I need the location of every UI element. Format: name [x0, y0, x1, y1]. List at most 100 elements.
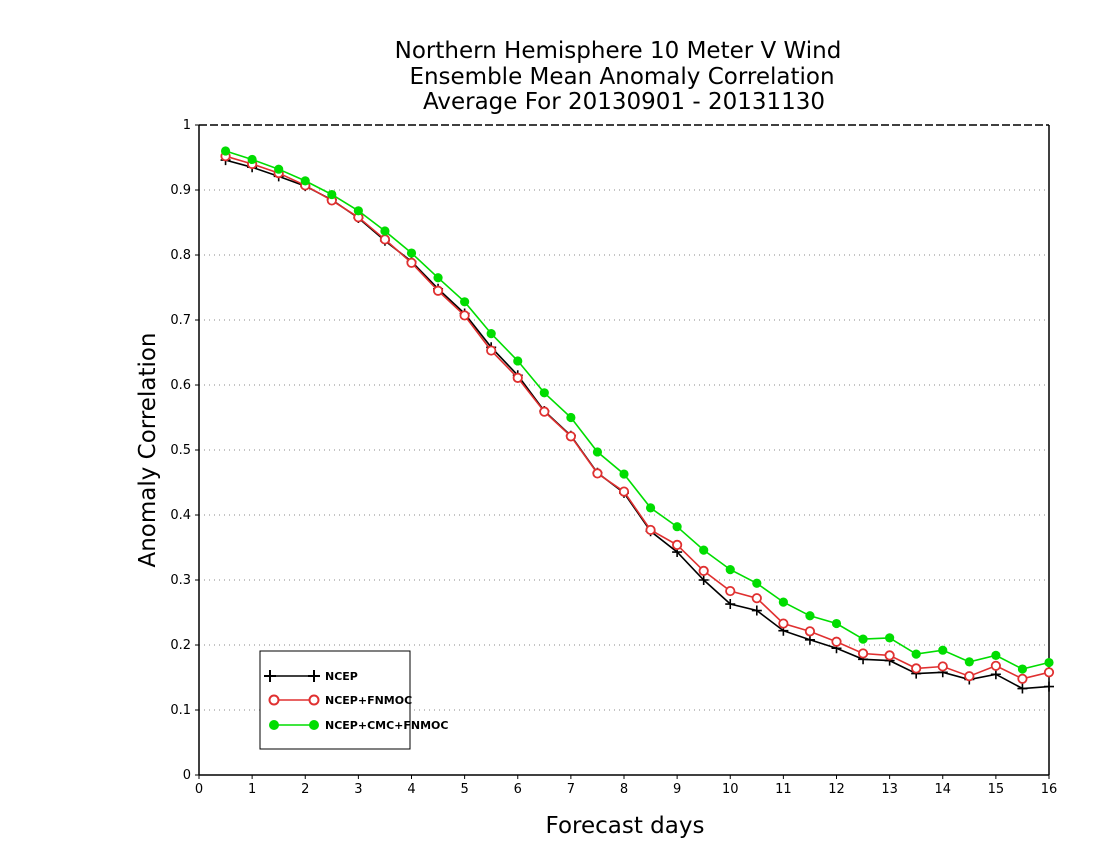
title-line-1: Northern Hemisphere 10 Meter V Wind: [395, 38, 842, 64]
data-point: [725, 565, 735, 575]
data-point: [327, 189, 337, 200]
data-point: [884, 650, 895, 661]
data-point: [1043, 667, 1055, 678]
legend-marker-ncep-cmc-fnmoc-1: [269, 720, 279, 730]
x-tick-label: 3: [354, 782, 362, 797]
legend-marker-ncep-fnmoc-2: [308, 694, 320, 706]
x-tick-label: 6: [514, 782, 522, 797]
data-point: [938, 645, 948, 655]
x-tick-label: 5: [460, 782, 468, 797]
data-point: [804, 634, 815, 645]
x-tick-label: 0: [195, 782, 203, 797]
data-point: [566, 412, 576, 423]
y-tick-label: 0.9: [170, 183, 191, 198]
data-point: [379, 234, 391, 245]
y-tick-label: 0.1: [170, 703, 191, 718]
y-axis-label: Anomaly Correlation: [135, 332, 161, 567]
legend-entry-ncep-fnmoc: NCEP+FNMOC: [268, 694, 412, 707]
data-point: [645, 524, 656, 536]
data-point: [778, 618, 789, 629]
chart-title: Northern Hemisphere 10 Meter V Wind Ense…: [395, 38, 842, 115]
title-line-2: Ensemble Mean Anomaly Correlation: [409, 64, 834, 90]
data-point: [619, 469, 629, 479]
data-point: [751, 605, 762, 616]
x-tick-label: 1: [248, 782, 256, 797]
data-point: [433, 273, 443, 283]
data-point: [406, 257, 417, 268]
series-3: [220, 146, 1054, 674]
x-tick-label: 14: [934, 782, 951, 797]
data-point: [698, 565, 709, 577]
series-line: [225, 155, 1050, 680]
data-point: [990, 660, 1001, 671]
x-tick-label: 9: [673, 782, 681, 797]
y-tick-label: 0: [183, 768, 191, 783]
data-point: [672, 539, 683, 551]
data-point: [406, 248, 417, 258]
data-point: [1044, 657, 1054, 668]
x-tick-label: 15: [988, 782, 1005, 797]
x-tick-label: 7: [567, 782, 575, 797]
data-point: [751, 593, 762, 604]
data-point: [858, 634, 868, 644]
y-tick-label: 0.5: [170, 443, 191, 458]
legend-entry-ncep-cmc-fnmoc: NCEP+CMC+FNMOC: [269, 719, 448, 732]
data-point: [353, 206, 363, 216]
data-point: [725, 585, 736, 597]
series-group: [220, 146, 1055, 694]
data-point: [513, 356, 523, 366]
data-point: [592, 447, 603, 457]
y-tick-label: 0.7: [170, 313, 191, 328]
x-tick-label: 4: [407, 782, 415, 797]
data-point: [964, 671, 975, 682]
y-tick-label: 0.3: [170, 573, 191, 588]
y-tick-label: 0.6: [170, 378, 191, 393]
data-point: [512, 372, 523, 383]
data-point: [300, 176, 310, 186]
data-point: [672, 522, 682, 532]
data-point: [911, 649, 921, 659]
series-line: [225, 159, 1050, 690]
data-point: [380, 226, 390, 236]
legend-entry-ncep: NCEP: [264, 670, 358, 683]
data-point: [857, 648, 869, 659]
data-point: [911, 663, 922, 674]
data-point: [725, 599, 736, 610]
data-point: [565, 431, 576, 442]
data-point: [539, 388, 549, 398]
data-point: [220, 146, 231, 156]
y-tick-label: 0.4: [170, 508, 191, 523]
grid: [199, 189, 1049, 711]
data-point: [1017, 673, 1028, 684]
x-tick-label: 16: [1041, 782, 1058, 797]
data-point: [486, 345, 497, 356]
series-line: [225, 150, 1050, 670]
data-point: [1044, 681, 1054, 692]
y-tick-label: 1: [183, 118, 191, 133]
data-point: [964, 657, 974, 667]
data-point: [1017, 664, 1028, 674]
x-axis-label: Forecast days: [546, 813, 705, 839]
title-line-3: Average For 20130901 - 20131130: [423, 89, 825, 115]
data-point: [991, 650, 1001, 661]
y-tick-label: 0.2: [170, 638, 191, 653]
data-point: [990, 669, 1001, 680]
data-point: [274, 164, 284, 174]
data-point: [699, 545, 709, 555]
x-tick-label: 11: [775, 782, 792, 797]
legend-marker-ncep-cmc-fnmoc-2: [309, 720, 319, 730]
legend-label-ncep-cmc-fnmoc: NCEP+CMC+FNMOC: [325, 719, 448, 732]
series-2: [220, 151, 1055, 684]
data-point: [1017, 683, 1028, 694]
legend-marker-ncep: [264, 670, 320, 682]
data-point: [885, 633, 895, 643]
data-point: [804, 626, 816, 637]
x-tick-label: 2: [301, 782, 309, 797]
data-point: [539, 406, 550, 417]
data-point: [432, 285, 444, 296]
legend-label-ncep-fnmoc: NCEP+FNMOC: [325, 694, 412, 707]
data-point: [247, 154, 257, 165]
data-point: [831, 636, 842, 647]
data-point: [831, 618, 842, 629]
